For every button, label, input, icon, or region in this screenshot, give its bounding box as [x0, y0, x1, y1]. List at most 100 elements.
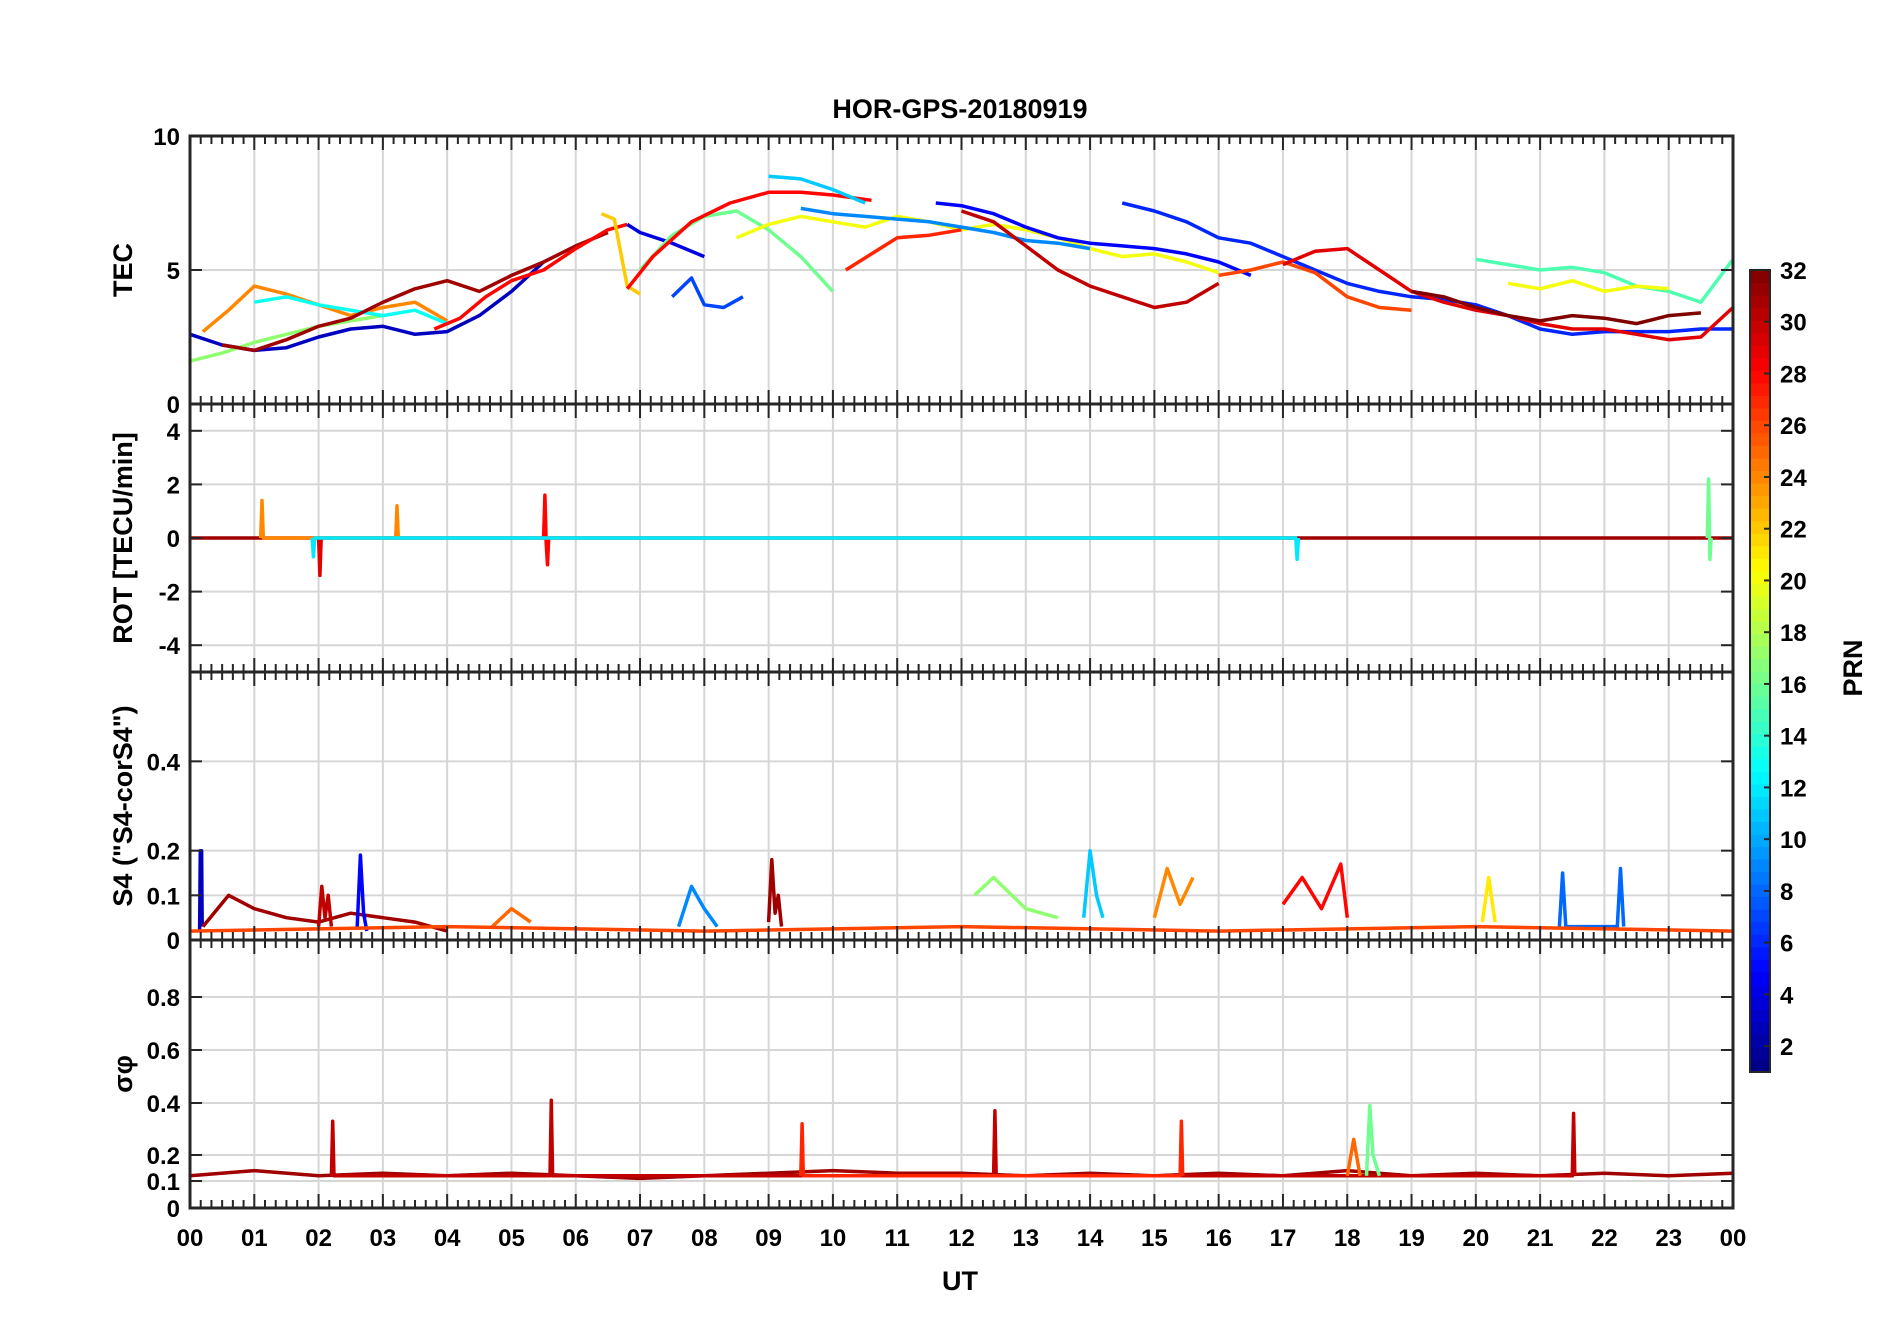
y-tick-label: 0.2 [147, 1143, 180, 1170]
colorbar-segment [1750, 470, 1770, 484]
x-tick-label: 20 [1462, 1225, 1489, 1252]
series-line-prn-28 [433, 222, 628, 331]
colorbar-segment [1750, 645, 1770, 660]
colorbar-segment [1750, 533, 1770, 547]
colorbar-segment [1750, 696, 1770, 710]
series-line-prn-28 [625, 190, 872, 290]
y-axis-label: S4 ("S4-corS4") [108, 705, 138, 906]
colorbar-segment [1750, 1009, 1770, 1023]
series-line-prn-29 [316, 537, 323, 578]
colorbar-tick-label: 32 [1780, 258, 1807, 285]
series-line-prn-26 [1218, 260, 1412, 312]
colorbar-segment [1750, 332, 1770, 346]
x-tick-label: 02 [305, 1225, 332, 1252]
series-line-prn-24 [1152, 866, 1195, 919]
x-axis-label: UT [942, 1266, 978, 1296]
y-tick-label: 5 [167, 258, 180, 285]
colorbar-tick-label: 6 [1780, 931, 1793, 958]
series-line-prn-17 [973, 875, 1059, 920]
colorbar-segment [1750, 771, 1770, 785]
x-tick-label: 05 [498, 1225, 525, 1252]
rot-panel: -4 -2 0 2 4 ROT [TECU/min] [108, 402, 1735, 674]
colorbar-frame [1749, 269, 1771, 1073]
colorbar-segment [1750, 671, 1770, 685]
colorbar-tick-label: 30 [1780, 310, 1807, 337]
colorbar-segment [1750, 357, 1770, 371]
colorbar-tick-label: 8 [1780, 879, 1793, 906]
colorbar-segment [1750, 1021, 1770, 1036]
colorbar-tick-label: 28 [1780, 361, 1807, 388]
colorbar-segment [1750, 846, 1770, 860]
series-line-prn-25 [1345, 1137, 1362, 1177]
y-tick-label: 0.8 [147, 985, 180, 1012]
colorbar-segment [1750, 996, 1770, 1010]
colorbar-tick-label: 14 [1780, 724, 1807, 751]
colorbar-tick-label: 2 [1780, 1034, 1793, 1061]
y-tick-label: 0 [167, 1196, 180, 1223]
y-tick-label: -2 [159, 580, 180, 607]
sigma-phi-panel: 00.10.2 0.4 0.6 0.8 σφ [108, 938, 1735, 1223]
x-tick-label: 11 [885, 1225, 910, 1252]
series-line-prn-30 [316, 884, 334, 927]
series-line-prn-13 [254, 295, 448, 326]
series-line-prn-31 [221, 230, 609, 353]
colorbar-segment [1750, 432, 1770, 447]
colorbar-segment [1750, 1034, 1770, 1048]
s4-panel: 0 0.1 0.2 0.4 S4 ("S4-corS4") [108, 670, 1735, 955]
y-tick-label: 0.1 [147, 1169, 180, 1196]
colorbar-segment [1750, 307, 1770, 321]
colorbar-segment [1750, 445, 1770, 459]
series-line-prn-16 [638, 209, 835, 293]
series-line-prn-7 [670, 276, 744, 310]
series-line-prn-16 [1705, 477, 1713, 562]
y-tick-label: 0 [167, 928, 180, 955]
colorbar-segment [1750, 345, 1770, 359]
colorbar-segment [1750, 921, 1770, 935]
colorbar-tick-label: 24 [1780, 465, 1807, 492]
colorbar-label: PRN [1838, 639, 1868, 696]
colorbar-segment [1750, 984, 1770, 998]
y-tick-label: 0 [167, 392, 180, 419]
colorbar-segment [1750, 896, 1770, 910]
series-line-prn-32 [1411, 289, 1702, 326]
x-tick-label: 14 [1077, 1225, 1104, 1252]
colorbar-segment [1750, 570, 1770, 584]
series-line-prn-20 [1507, 278, 1669, 294]
x-tick-label: 04 [434, 1225, 461, 1252]
colorbar-segment [1750, 633, 1770, 647]
series-line-prn-28 [541, 493, 551, 567]
x-tick-label: 08 [691, 1225, 718, 1252]
x-tick-label: 00 [1720, 1225, 1747, 1252]
chart-title: HOR-GPS-20180919 [832, 94, 1087, 124]
series-line-prn-30 [329, 1098, 1577, 1178]
colorbar-segment [1750, 520, 1770, 534]
series-line-prn-25 [491, 906, 532, 928]
colorbar-segment [1750, 871, 1770, 885]
y-tick-label: 0.1 [147, 883, 180, 910]
x-axis-ticks: 00 01 02 03 04 05 06 07 08 09 10 11 12 13 14 15 16 17 18 19… [177, 1225, 1747, 1252]
colorbar-segment [1750, 1059, 1770, 1073]
colorbar-segment [1750, 821, 1770, 835]
x-tick-label: 23 [1655, 1225, 1682, 1252]
y-tick-label: 0 [167, 526, 180, 553]
x-tick-label: 09 [755, 1225, 782, 1252]
y-tick-label: 2 [167, 472, 180, 499]
series-line-prn-27 [844, 228, 962, 272]
y-tick-label: 0.2 [147, 839, 180, 866]
y-axis-label: TEC [108, 243, 138, 297]
colorbar-tick-label: 26 [1780, 413, 1807, 440]
colorbar-segment [1750, 934, 1770, 948]
x-tick-label: 13 [1012, 1225, 1039, 1252]
colorbar-segment [1750, 796, 1770, 810]
colorbar-segment [1750, 733, 1770, 747]
colorbar-segment [1750, 746, 1770, 760]
x-tick-label: 17 [1270, 1225, 1297, 1252]
x-tick-label: 10 [820, 1225, 847, 1252]
colorbar-segment [1750, 808, 1770, 822]
colorbar-segment [1750, 370, 1770, 384]
colorbar-segment [1750, 658, 1770, 672]
x-tick-label: 16 [1205, 1225, 1232, 1252]
y-axis-label: ROT [TECU/min] [108, 432, 138, 643]
colorbar-segment [1750, 420, 1770, 434]
colorbar-segment [1750, 545, 1770, 559]
